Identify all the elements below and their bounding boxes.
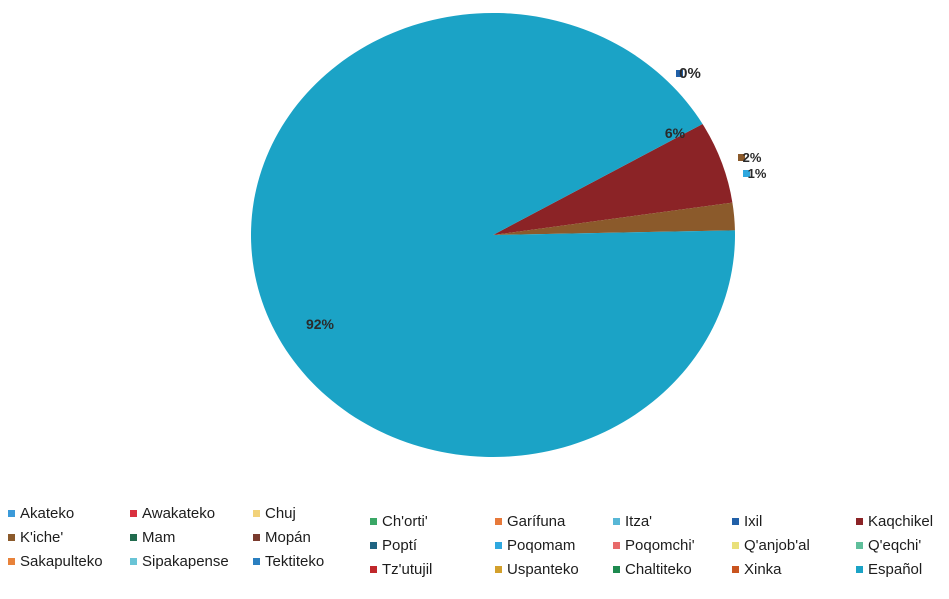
legend-swatch-q-anjob-al [732, 542, 739, 549]
legend-swatch-mam [130, 534, 137, 541]
legend-swatch-awakateko [130, 510, 137, 517]
legend-label: Q'anjob'al [744, 537, 810, 554]
legend-item-mopan: Mopán [253, 529, 311, 546]
legend-item-akateko: Akateko [8, 505, 74, 522]
legend-swatch-sakapulteko [8, 558, 15, 565]
legend-item-q-anjob-al: Q'anjob'al [732, 537, 810, 554]
legend-swatch-tektiteko [253, 558, 260, 565]
legend-item-garifuna: Garífuna [495, 513, 565, 530]
label-marker-poqomam [743, 170, 750, 177]
legend-item-awakateko: Awakateko [130, 505, 215, 522]
legend-label: Akateko [20, 505, 75, 522]
legend-label: Garífuna [507, 513, 566, 530]
legend-swatch-kaqchikel [856, 518, 863, 525]
data-label-kaqchikel: 6% [665, 125, 686, 141]
legend-swatch-mopan [253, 534, 260, 541]
legend-item-mam: Mam [130, 529, 175, 546]
legend-swatch-chuj [253, 510, 260, 517]
legend-label: Tz'utujil [382, 561, 433, 578]
data-label-poqomam: 1% [748, 166, 767, 181]
legend-swatch-itza [613, 518, 620, 525]
legend-label: Mam [142, 529, 176, 546]
legend-item-chaltiteko: Chaltiteko [613, 561, 692, 578]
legend-label: Xinka [744, 561, 782, 578]
legend-item-tz-utujil: Tz'utujil [370, 561, 432, 578]
legend-swatch-popti [370, 542, 377, 549]
legend-item-poqomchi: Poqomchi' [613, 537, 695, 554]
legend-swatch-poqomam [495, 542, 502, 549]
legend-item-kaqchikel: Kaqchikel [856, 513, 933, 530]
legend-item-poqomam: Poqomam [495, 537, 575, 554]
legend-item-chuj: Chuj [253, 505, 296, 522]
pie-slices [251, 13, 735, 458]
data-labels: 0% 6% 2%1% 92% [306, 65, 767, 332]
legend-item-sakapulteko: Sakapulteko [8, 553, 103, 570]
legend-swatch-uspanteko [495, 566, 502, 573]
legend-label: Sakapulteko [20, 553, 103, 570]
data-label-espanol: 92% [306, 316, 335, 332]
legend-label: Itza' [625, 513, 653, 530]
legend-label: Mopán [265, 529, 311, 546]
slice-espanol [251, 13, 735, 458]
legend-label: Chuj [265, 505, 296, 522]
legend-item-k-iche: K'iche' [8, 529, 63, 546]
data-label-k-iche: 2% [743, 150, 762, 165]
legend-item-q-eqchi: Q'eqchi' [856, 537, 921, 554]
slice-kaqchikel [493, 124, 733, 235]
legend-label: Ixil [744, 513, 763, 530]
legend-label: Poqomam [507, 537, 576, 554]
legend-label: Q'eqchi' [868, 537, 922, 554]
legend-label: Uspanteko [507, 561, 579, 578]
legend-label: Kaqchikel [868, 513, 934, 530]
legend-label: Poqomchi' [625, 537, 695, 554]
legend-label: Español [868, 561, 923, 578]
legend-swatch-poqomchi [613, 542, 620, 549]
legend-swatch-akateko [8, 510, 15, 517]
legend-swatch-garifuna [495, 518, 502, 525]
legend-label: K'iche' [20, 529, 64, 546]
legend-swatch-k-iche [8, 534, 15, 541]
legend-item-tektiteko: Tektiteko [253, 553, 324, 570]
legend-swatch-sipakapense [130, 558, 137, 565]
label-marker-ixil [676, 70, 683, 77]
legend-swatch-ch-orti [370, 518, 377, 525]
legend-label: Ch'orti' [382, 513, 428, 530]
legend-swatch-xinka [732, 566, 739, 573]
data-label-ixil: 0% [679, 65, 701, 82]
legend-swatch-chaltiteko [613, 566, 620, 573]
legend-label: Chaltiteko [625, 561, 692, 578]
legend-label: Sipakapense [142, 553, 229, 570]
legend-label: Awakateko [142, 505, 216, 522]
legend-item-ch-orti: Ch'orti' [370, 513, 428, 530]
legend: Akateko Awakateko Chuj Ch'orti' Garífuna Itza… [8, 505, 949, 595]
legend-item-uspanteko: Uspanteko [495, 561, 579, 578]
legend-item-ixil: Ixil [732, 513, 762, 530]
legend-item-sipakapense: Sipakapense [130, 553, 229, 570]
legend-label: Tektiteko [265, 553, 325, 570]
legend-swatch-ixil [732, 518, 739, 525]
slice-k-iche [493, 202, 735, 235]
legend-item-espanol: Español [856, 561, 922, 578]
legend-item-popti: Poptí [370, 537, 417, 554]
legend-swatch-q-eqchi [856, 542, 863, 549]
label-marker-k-iche [738, 154, 745, 161]
legend-item-itza: Itza' [613, 513, 652, 530]
legend-swatch-espanol [856, 566, 863, 573]
legend-swatch-tz-utujil [370, 566, 377, 573]
legend-item-xinka: Xinka [732, 561, 782, 578]
legend-label: Poptí [382, 537, 418, 554]
